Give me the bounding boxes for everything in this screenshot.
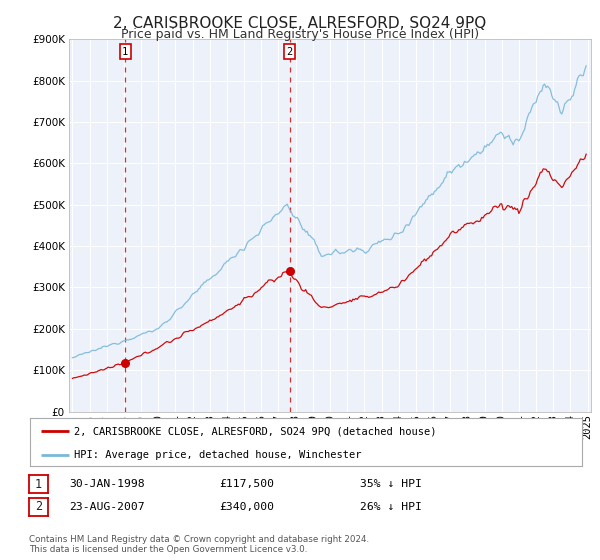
Text: 30-JAN-1998: 30-JAN-1998 [69, 479, 145, 489]
Text: £340,000: £340,000 [219, 502, 274, 512]
Text: 1: 1 [35, 478, 42, 491]
Text: 2: 2 [287, 46, 293, 57]
Text: 35% ↓ HPI: 35% ↓ HPI [360, 479, 422, 489]
Text: 1: 1 [122, 46, 128, 57]
Text: Contains HM Land Registry data © Crown copyright and database right 2024.: Contains HM Land Registry data © Crown c… [29, 535, 369, 544]
Text: This data is licensed under the Open Government Licence v3.0.: This data is licensed under the Open Gov… [29, 545, 307, 554]
Text: 2: 2 [35, 500, 42, 514]
Text: 26% ↓ HPI: 26% ↓ HPI [360, 502, 422, 512]
Text: Price paid vs. HM Land Registry's House Price Index (HPI): Price paid vs. HM Land Registry's House … [121, 28, 479, 41]
Text: 23-AUG-2007: 23-AUG-2007 [69, 502, 145, 512]
Text: HPI: Average price, detached house, Winchester: HPI: Average price, detached house, Winc… [74, 450, 362, 460]
Text: 2, CARISBROOKE CLOSE, ALRESFORD, SO24 9PQ (detached house): 2, CARISBROOKE CLOSE, ALRESFORD, SO24 9P… [74, 426, 437, 436]
Text: £117,500: £117,500 [219, 479, 274, 489]
Text: 2, CARISBROOKE CLOSE, ALRESFORD, SO24 9PQ: 2, CARISBROOKE CLOSE, ALRESFORD, SO24 9P… [113, 16, 487, 31]
